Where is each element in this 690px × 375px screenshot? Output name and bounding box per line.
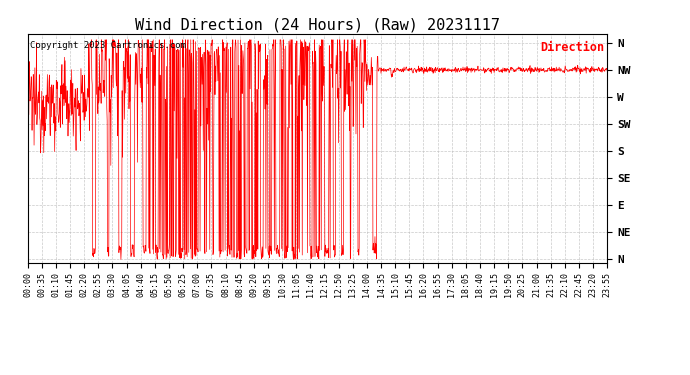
Title: Wind Direction (24 Hours) (Raw) 20231117: Wind Direction (24 Hours) (Raw) 20231117: [135, 18, 500, 33]
Text: Direction: Direction: [540, 40, 604, 54]
Text: Copyright 2023 Cartronics.com: Copyright 2023 Cartronics.com: [30, 40, 186, 50]
